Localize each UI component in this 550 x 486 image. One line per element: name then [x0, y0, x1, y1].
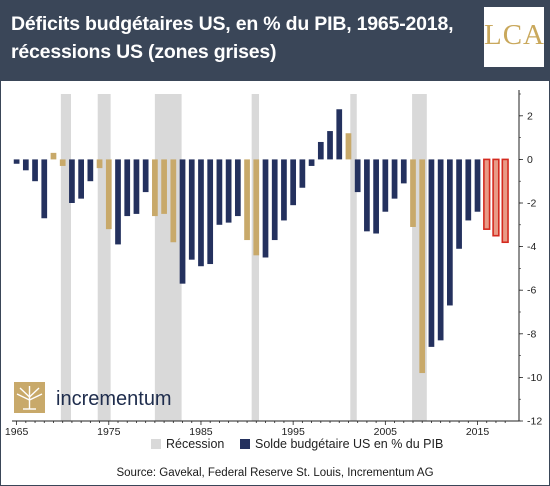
legend-swatch-recession [151, 439, 161, 449]
deficit-bar [447, 159, 453, 306]
deficit-bar [105, 159, 112, 230]
deficit-bar [87, 159, 94, 182]
deficit-bar [364, 159, 370, 232]
bar-chart: 1965 1975 1985 1995 2005 2015 2 0 -2 -4 -6 -8 -10 -12… [5, 90, 542, 451]
deficit-bar [124, 159, 131, 217]
deficit-bar [345, 133, 352, 160]
recession-band [97, 94, 111, 421]
y-tick-label: -2 [527, 198, 536, 210]
deficit-bar [474, 159, 481, 212]
deficit-bar [410, 159, 416, 227]
deficit-bar [290, 159, 297, 206]
legend-label-deficit: Solde budgétaire US en % du PIB [255, 437, 443, 451]
deficit-bar [400, 159, 407, 184]
deficit-bar [456, 159, 462, 249]
legend-label-recession: Récession [166, 437, 224, 451]
deficit-bar [50, 152, 57, 160]
deficit-bar [142, 159, 149, 193]
deficit-bar [225, 159, 232, 223]
recession-bands [60, 94, 427, 421]
recession-band [251, 94, 260, 421]
bars [13, 109, 509, 374]
deficit-bar [419, 159, 426, 374]
deficit-bar [13, 159, 20, 164]
deficit-bar [216, 159, 223, 225]
deficit-bar [78, 159, 84, 199]
axes: 1965 1975 1985 1995 2005 2015 2 0 -2 -4 -6 -8 -10 -12 [5, 90, 542, 438]
x-tick-label: 2005 [374, 426, 398, 438]
tree-icon-branches [16, 386, 43, 410]
recession-band [350, 94, 357, 421]
deficit-bar [115, 159, 121, 245]
deficit-bar [161, 159, 167, 214]
deficit-bar [179, 159, 186, 284]
y-tick-label: 2 [527, 110, 533, 122]
deficit-bar [271, 159, 278, 241]
lca-logo-text: LCA [484, 19, 545, 51]
recession-band [60, 94, 71, 421]
deficit-bar [133, 159, 140, 214]
y-tick-label: -4 [527, 241, 536, 253]
deficit-bar [308, 159, 315, 166]
deficit-bar [317, 141, 324, 160]
source-note: Source: Gavekal, Federal Reserve St. Lou… [116, 467, 434, 479]
brand-name: incrementum [56, 388, 172, 410]
x-tick-label: 1975 [97, 426, 121, 438]
deficit-bar [69, 159, 75, 203]
deficit-bar [354, 159, 361, 193]
deficit-bar [244, 159, 250, 241]
y-tick-label: 0 [527, 154, 533, 166]
deficit-bar [428, 159, 435, 347]
x-tick-label: 1995 [281, 426, 305, 438]
y-tick-label: -8 [527, 328, 536, 340]
recession-band [154, 94, 182, 421]
deficit-bar [336, 109, 343, 160]
projection-bar [483, 158, 491, 230]
deficit-bar [465, 159, 472, 221]
projection-bar [501, 158, 509, 244]
deficit-bar [198, 159, 204, 267]
x-tick-label: 1985 [189, 426, 213, 438]
y-tick-label: -10 [527, 372, 542, 384]
deficit-bar [437, 159, 444, 341]
deficit-bar [391, 159, 398, 199]
incrementum-logo: incrementum [14, 382, 172, 413]
deficit-bar [188, 159, 195, 260]
deficit-bar [22, 159, 29, 171]
deficit-bar [59, 159, 66, 166]
deficit-bar [152, 159, 158, 217]
deficit-bar [207, 159, 214, 265]
deficit-bar [281, 159, 287, 221]
deficit-bar [234, 159, 241, 217]
chart-title: Déficits budgétaires US, en % du PIB, 19… [11, 13, 454, 63]
deficit-bar [382, 159, 389, 212]
deficit-bar [373, 159, 379, 234]
legend: Récession Solde budgétaire US en % du PIB [151, 437, 443, 451]
deficit-bar [41, 159, 48, 219]
header-bar: Déficits budgétaires US, en % du PIB, 19… [1, 1, 549, 81]
deficit-bar [299, 159, 306, 188]
x-tick-label: 1965 [5, 426, 29, 438]
deficit-bar [32, 159, 38, 182]
y-tick-label: -12 [527, 416, 542, 428]
y-tick-label: -6 [527, 285, 536, 297]
legend-swatch-deficit [240, 439, 250, 449]
deficit-bar [262, 159, 269, 258]
projection-bar [492, 158, 500, 237]
deficit-bar [327, 131, 333, 160]
deficit-bar [253, 159, 260, 256]
lca-logo: LCA [484, 7, 544, 67]
x-tick-label: 2015 [466, 426, 490, 438]
deficit-bar [96, 159, 103, 169]
deficit-bar [170, 159, 177, 243]
